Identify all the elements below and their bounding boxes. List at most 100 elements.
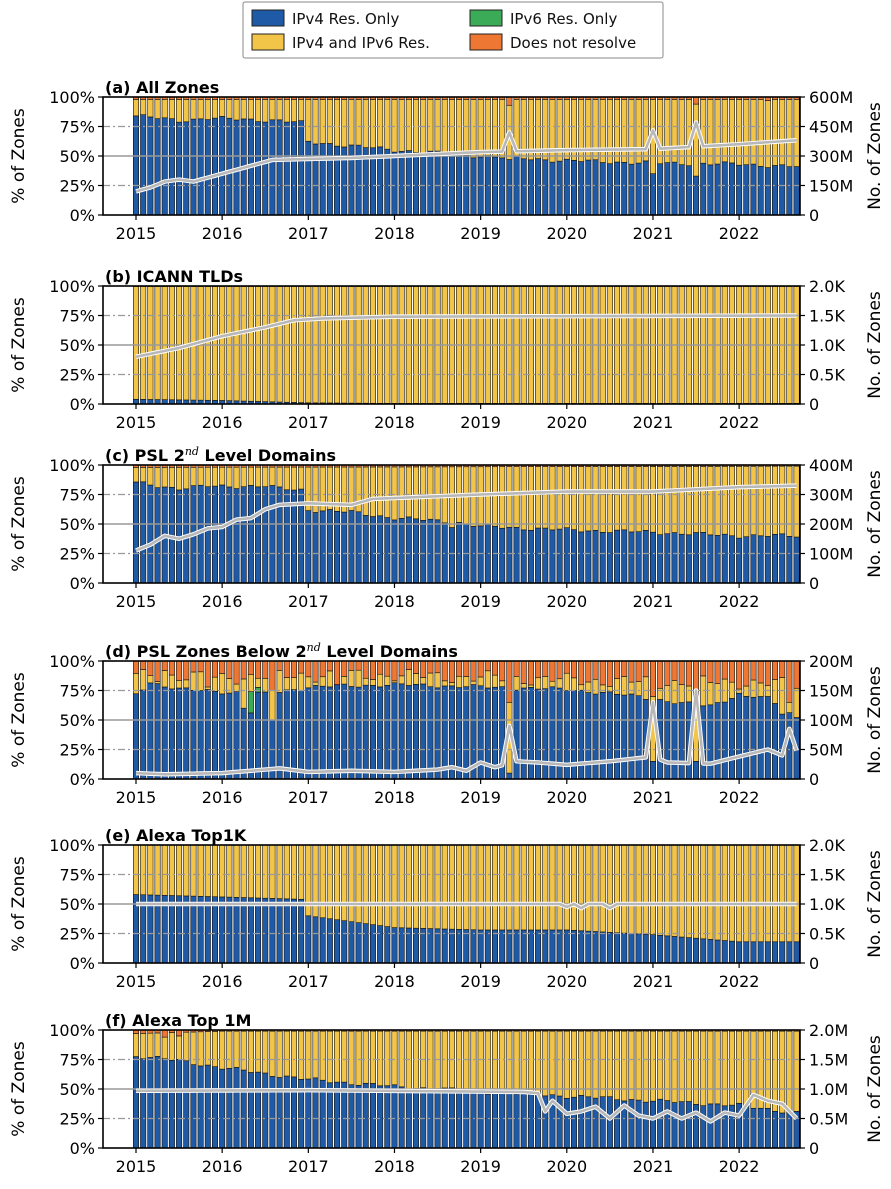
bar-both — [211, 466, 218, 487]
bar-none — [456, 660, 463, 677]
bar-both — [398, 99, 405, 152]
bar-none — [427, 660, 434, 674]
y-left-tick-label: 100% — [49, 277, 95, 296]
bar-ipv4 — [556, 160, 563, 216]
bar-both — [326, 670, 333, 688]
bar-ipv4 — [585, 159, 592, 216]
bar-ipv4 — [757, 696, 764, 780]
bar-ipv4 — [305, 687, 312, 780]
bar-ipv4 — [226, 486, 233, 584]
y-left-tick-label: 25% — [59, 545, 95, 564]
bar-ipv4 — [255, 1071, 262, 1149]
bar-both — [764, 100, 771, 168]
bar-both — [168, 99, 175, 119]
bar-both — [491, 466, 498, 527]
bar-ipv4 — [592, 931, 599, 964]
bar-ipv4 — [635, 695, 642, 780]
bar-both — [133, 467, 140, 483]
x-tick-label: 2017 — [288, 788, 329, 807]
y-right-tick-label: 0 — [809, 954, 819, 973]
bar-ipv4 — [154, 683, 161, 780]
bar-ipv4 — [391, 682, 398, 780]
bar-both — [147, 844, 154, 896]
bar-ipv4 — [599, 1096, 606, 1149]
x-tick-label: 2019 — [460, 972, 501, 991]
bar-ipv4 — [233, 1067, 240, 1149]
bar-ipv4 — [362, 515, 369, 584]
bar-both — [283, 844, 290, 900]
bar-ipv4 — [204, 486, 211, 584]
x-tick-label: 2017 — [288, 1157, 329, 1176]
panel-title: (a) All Zones — [105, 78, 219, 97]
bar-ipv4 — [211, 117, 218, 216]
bar-both — [154, 467, 161, 488]
bar-both — [578, 99, 585, 162]
bar-ipv4 — [535, 527, 542, 584]
bar-both — [635, 466, 642, 532]
bar-ipv4 — [233, 691, 240, 780]
bar-both — [750, 99, 757, 165]
bar-ipv4 — [535, 158, 542, 216]
bar-both — [161, 670, 168, 688]
bar-both — [563, 1030, 570, 1099]
bar-none — [377, 660, 384, 675]
bar-ipv4 — [628, 933, 635, 964]
bar-both — [154, 681, 161, 684]
bar-both — [434, 844, 441, 930]
bar-none — [355, 660, 362, 671]
bar-none — [721, 660, 728, 680]
bar-ipv4 — [197, 118, 204, 216]
bar-both — [628, 681, 635, 695]
bar-both — [764, 844, 771, 943]
bar-ipv4 — [219, 693, 226, 780]
bar-none — [628, 660, 635, 683]
bar-ipv4 — [413, 152, 420, 216]
y-left-tick-label: 0% — [70, 395, 95, 414]
bar-none — [728, 660, 735, 683]
bar-ipv4 — [456, 687, 463, 780]
bar-ipv4 — [491, 525, 498, 584]
bar-both — [506, 1030, 513, 1094]
bar-ipv4 — [441, 153, 448, 216]
bar-none — [714, 660, 721, 684]
bar-both — [578, 684, 585, 691]
bar-both — [491, 1030, 498, 1094]
bar-ipv4 — [362, 684, 369, 780]
bar-both — [470, 844, 477, 931]
bar-ipv4 — [183, 687, 190, 780]
bar-both — [463, 676, 470, 688]
bar-both — [319, 676, 326, 687]
bar-ipv4 — [657, 934, 664, 964]
bar-ipv4 — [513, 929, 520, 964]
bar-both — [614, 466, 621, 531]
bar-both — [678, 684, 685, 703]
bar-both — [377, 99, 384, 148]
y-right-tick-label: 2.0K — [809, 277, 845, 296]
bar-ipv4 — [341, 683, 348, 780]
x-tick-label: 2016 — [202, 413, 243, 432]
bar-ipv4 — [391, 519, 398, 584]
bar-ipv4 — [736, 164, 743, 216]
bar-none — [556, 660, 563, 680]
x-tick-label: 2015 — [116, 224, 157, 243]
y-right-tick-label: 1.5K — [809, 307, 845, 326]
bar-none — [341, 660, 348, 677]
bar-both — [262, 1030, 269, 1074]
x-tick-label: 2022 — [719, 592, 760, 611]
bar-ipv4 — [621, 694, 628, 780]
x-tick-label: 2020 — [546, 788, 587, 807]
bar-ipv4 — [743, 941, 750, 964]
y-right-tick-label: 0 — [809, 574, 819, 593]
bar-none — [779, 660, 786, 678]
bar-both — [685, 844, 692, 938]
bar-ipv4 — [147, 484, 154, 584]
bar-ipv4 — [556, 528, 563, 584]
y-right-axis-label: No. of Zones — [865, 102, 885, 210]
y-left-axis-label: % of Zones — [9, 672, 29, 768]
x-tick-label: 2017 — [288, 413, 329, 432]
bar-ipv4 — [334, 684, 341, 780]
x-tick-label: 2021 — [633, 972, 674, 991]
bar-both — [319, 99, 326, 144]
bar-ipv4 — [319, 917, 326, 964]
bar-ipv4 — [693, 532, 700, 584]
